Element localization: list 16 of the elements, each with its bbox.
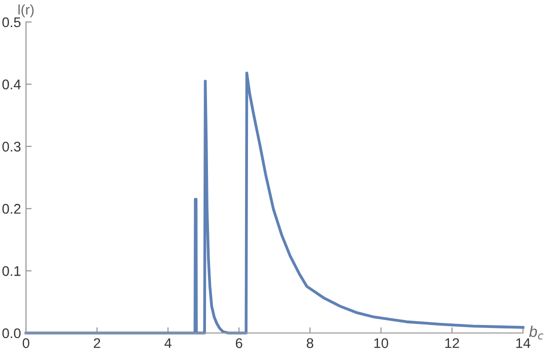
x-tick-label: 10	[374, 338, 388, 348]
x-tick-label: 14	[516, 338, 530, 348]
y-tick-label: 0.4	[2, 80, 21, 90]
x-tick-label: 2	[94, 338, 100, 348]
x-tick-label: 4	[164, 338, 172, 348]
y-tick-label: 0.1	[2, 266, 20, 276]
y-tick-label: 0.2	[2, 204, 20, 214]
x-tick-label: 8	[306, 338, 314, 348]
y-axis-title: l(r)	[18, 4, 34, 18]
x-tick-label: 0	[22, 338, 30, 348]
y-tick-label: 0.5	[2, 17, 21, 28]
y-tick-label: 0.3	[2, 142, 21, 152]
x-tick-label: 6	[236, 338, 242, 348]
y-tick-label: 0.0	[2, 328, 21, 338]
x-axis-title: b$_{c}$	[529, 326, 544, 340]
x-tick-label: 12	[445, 338, 460, 348]
